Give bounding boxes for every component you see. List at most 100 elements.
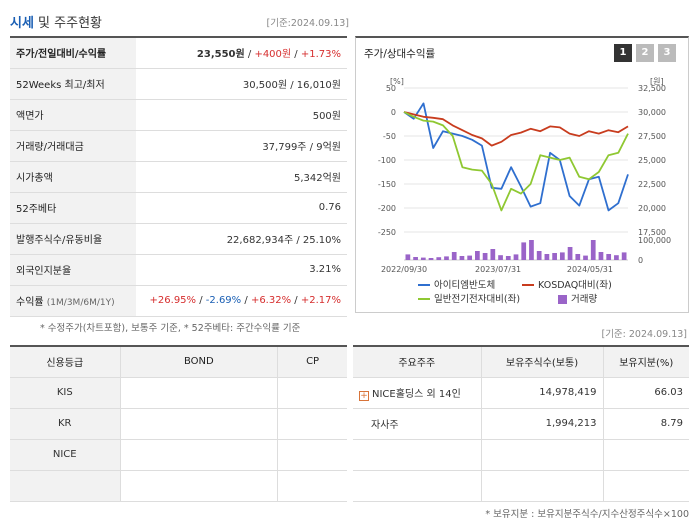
- credit-row: KIS: [10, 377, 347, 409]
- holders-header: 보유주식수(보통): [481, 346, 604, 378]
- volume-bar: [475, 251, 480, 260]
- volume-bar: [428, 258, 434, 260]
- chart-page-1-button[interactable]: 1: [614, 44, 632, 62]
- series-line: [403, 111, 629, 147]
- legend-label: 아이티엠반도체: [434, 279, 495, 291]
- credit-header: CP: [277, 346, 347, 378]
- quote-row: 거래량/거래대금 37,799주 / 9억원: [10, 130, 347, 162]
- volume-bar: [490, 249, 496, 260]
- quote-table: 주가/전일대비/수익률 23,550원 / +400원 / +1.73% 52W…: [10, 36, 347, 317]
- credit-rating-table: 신용등급 BOND CP KIS KR NICE: [10, 345, 347, 502]
- right-tick-label: 22,500: [638, 180, 666, 189]
- chart-title: 주가/상대수익률: [364, 48, 436, 60]
- quote-row: 액면가 500원: [10, 99, 347, 131]
- quote-row-price: 주가/전일대비/수익률 23,550원 / +400원 / +1.73%: [10, 37, 347, 69]
- volume-bar: [529, 240, 534, 260]
- legend-label: 거래량: [571, 293, 597, 305]
- volume-bar: [536, 251, 542, 260]
- volume-bar: [413, 257, 418, 260]
- series-line: [403, 111, 629, 212]
- series-line: [403, 102, 629, 212]
- return-3m: -2.69%: [205, 295, 242, 306]
- left-tick-label: -250: [378, 228, 396, 237]
- left-tick-label: -50: [383, 132, 396, 141]
- x-tick-label: 2022/09/30: [381, 265, 427, 274]
- volume-bar: [590, 240, 596, 260]
- chart-page-3-button[interactable]: 3: [658, 44, 676, 62]
- base-date: [기준:2024.09.13]: [266, 18, 350, 29]
- return-1y: +2.17%: [300, 295, 341, 306]
- plus-icon[interactable]: +: [359, 390, 369, 401]
- quote-row: 52주베타 0.76: [10, 192, 347, 224]
- volume-bar: [451, 252, 457, 260]
- left-tick-label: 50: [386, 84, 396, 93]
- volume-bar: [444, 256, 449, 260]
- right-tick-label: 27,500: [638, 132, 666, 141]
- volume-bar: [621, 252, 627, 260]
- volume-bar: [513, 254, 519, 260]
- holder-row: [353, 439, 689, 471]
- return-6m: +6.32%: [250, 295, 292, 306]
- holder-row: + NICE홀딩스 외 14인 14,978,419 66.03: [353, 377, 689, 409]
- holder-row: 자사주 1,994,213 8.79: [353, 408, 689, 440]
- right-tick-label: 32,500: [638, 84, 666, 93]
- quote-note: * 수정주가(차트포함), 보통주 기준, * 52주베타: 주간수익률 기준: [40, 323, 301, 334]
- page-title: 시세 및 주주현황: [10, 16, 102, 31]
- volume-bar: [614, 255, 619, 260]
- right-tick-label: 20,000: [638, 204, 666, 213]
- quote-row: 시가총액 5,342억원: [10, 161, 347, 193]
- price-change-pct: +1.73%: [300, 49, 341, 61]
- legend-swatch: [558, 295, 567, 304]
- current-price: 23,550원: [196, 49, 245, 61]
- quote-row-returns: 수익률 (1M/3M/6M/1Y) +26.95% / -2.69% / +6.…: [10, 285, 347, 317]
- left-tick-label: -100: [378, 156, 396, 165]
- volume-bar: [544, 254, 550, 260]
- credit-row: KR: [10, 408, 347, 440]
- volume-bar: [575, 254, 581, 260]
- holders-note: * 보유지분 : 보유지분주식수/지수산정주식수×100: [485, 509, 689, 520]
- right-axis-unit: [원]: [650, 77, 664, 86]
- volume-bar: [436, 257, 442, 260]
- major-shareholders-table: 주요주주 보유주식수(보통) 보유지분(%) + NICE홀딩스 외 14인 14…: [353, 345, 689, 502]
- volume-tick-label: 100,000: [638, 236, 671, 245]
- quote-row: 외국인지분율 3.21%: [10, 254, 347, 286]
- left-axis-unit: [%]: [390, 77, 404, 86]
- price-chart: [%] [원] 50 0 -50 -100 -150 -200 -250 32,500 30,000…: [378, 77, 671, 305]
- holder-name-expand[interactable]: + NICE홀딩스 외 14인: [353, 377, 482, 409]
- volume-bar: [598, 252, 604, 260]
- volume-bar: [521, 242, 527, 260]
- x-tick-label: 2024/05/31: [567, 265, 613, 274]
- quote-row: 발행주식수/유동비율 22,682,934주 / 25.10%: [10, 223, 347, 255]
- volume-tick-label: 0: [638, 256, 643, 265]
- quote-row: 52Weeks 최고/최저 30,500원 / 16,010원: [10, 68, 347, 100]
- right-tick-label: 17,500: [638, 228, 666, 237]
- left-tick-label: -200: [378, 204, 396, 213]
- holders-base-date: [기준: 2024.09.13]: [601, 329, 687, 340]
- volume-bar: [567, 247, 573, 260]
- volume-bar: [459, 256, 465, 260]
- volume-bar: [420, 257, 426, 260]
- volume-bar: [552, 253, 557, 260]
- volume-bar: [405, 254, 411, 260]
- return-1m: +26.95%: [149, 295, 197, 306]
- holders-header: 주요주주: [353, 346, 482, 378]
- right-tick-label: 30,000: [638, 108, 666, 117]
- legend-label: 일반전기전자대비(좌): [434, 294, 520, 305]
- left-tick-label: -150: [378, 180, 396, 189]
- volume-bar: [606, 254, 612, 260]
- volume-bar: [583, 255, 588, 260]
- x-tick-label: 2023/07/31: [475, 265, 521, 274]
- credit-header: BOND: [120, 346, 279, 378]
- holder-row: [353, 470, 689, 502]
- volume-bar: [559, 252, 565, 260]
- volume-bar: [482, 253, 488, 260]
- chart-page-2-button[interactable]: 2: [636, 44, 654, 62]
- volume-bar: [467, 255, 473, 260]
- credit-row: [10, 470, 347, 502]
- legend-label: KOSDAQ대비(좌): [538, 280, 612, 291]
- holders-header: 보유지분(%): [603, 346, 689, 378]
- volume-bar: [505, 256, 511, 260]
- credit-header: 신용등급: [10, 346, 121, 378]
- credit-row: NICE: [10, 439, 347, 471]
- chart-panel: 주가/상대수익률 1 2 3 [%] [원] 50 0 -50 -100 -150 -200 -…: [355, 36, 689, 313]
